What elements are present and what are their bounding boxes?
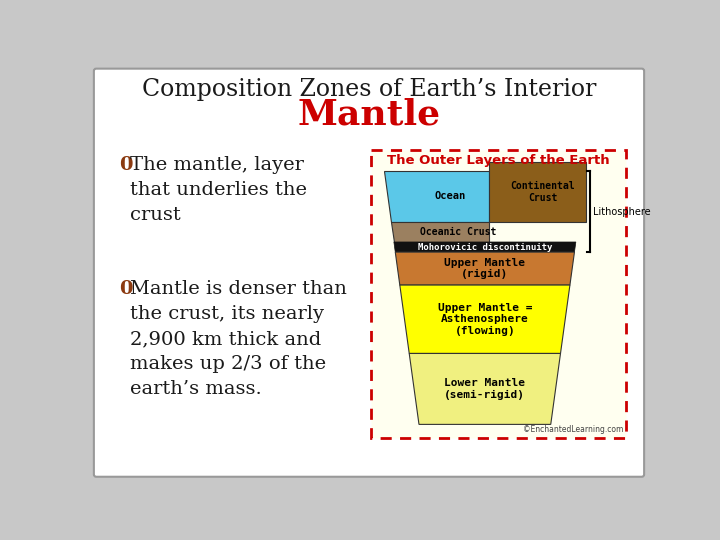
Polygon shape — [489, 162, 585, 222]
Polygon shape — [409, 354, 560, 424]
Bar — [371, 150, 626, 438]
FancyBboxPatch shape — [94, 69, 644, 477]
Polygon shape — [384, 171, 489, 222]
Text: Ocean: Ocean — [434, 191, 466, 201]
Text: Continental
Crust: Continental Crust — [510, 181, 575, 202]
Text: The mantle, layer
that underlies the
crust: The mantle, layer that underlies the cru… — [130, 156, 307, 224]
Text: Lithosphere: Lithosphere — [593, 207, 651, 217]
Text: Mantle: Mantle — [297, 98, 441, 132]
Polygon shape — [394, 242, 576, 252]
Polygon shape — [400, 285, 570, 354]
Text: 0: 0 — [120, 156, 133, 174]
Polygon shape — [391, 222, 489, 242]
Text: Oceanic Crust: Oceanic Crust — [420, 227, 496, 237]
Polygon shape — [395, 252, 575, 285]
Text: Upper Mantle =
Asthenosphere
(flowing): Upper Mantle = Asthenosphere (flowing) — [438, 302, 532, 336]
Text: Composition Zones of Earth’s Interior: Composition Zones of Earth’s Interior — [142, 78, 596, 101]
Text: Mohorovicic discontinuity: Mohorovicic discontinuity — [418, 242, 552, 252]
Text: The Outer Layers of the Earth: The Outer Layers of the Earth — [387, 154, 610, 167]
Text: Lower Mantle
(semi-rigid): Lower Mantle (semi-rigid) — [444, 378, 526, 400]
Text: 0: 0 — [120, 280, 133, 299]
Text: Mantle is denser than
the crust, its nearly
2,900 km thick and
makes up 2/3 of t: Mantle is denser than the crust, its nea… — [130, 280, 347, 399]
Text: ©EnchantedLearning.com: ©EnchantedLearning.com — [523, 426, 624, 434]
Text: Upper Mantle
(rigid): Upper Mantle (rigid) — [444, 258, 526, 279]
